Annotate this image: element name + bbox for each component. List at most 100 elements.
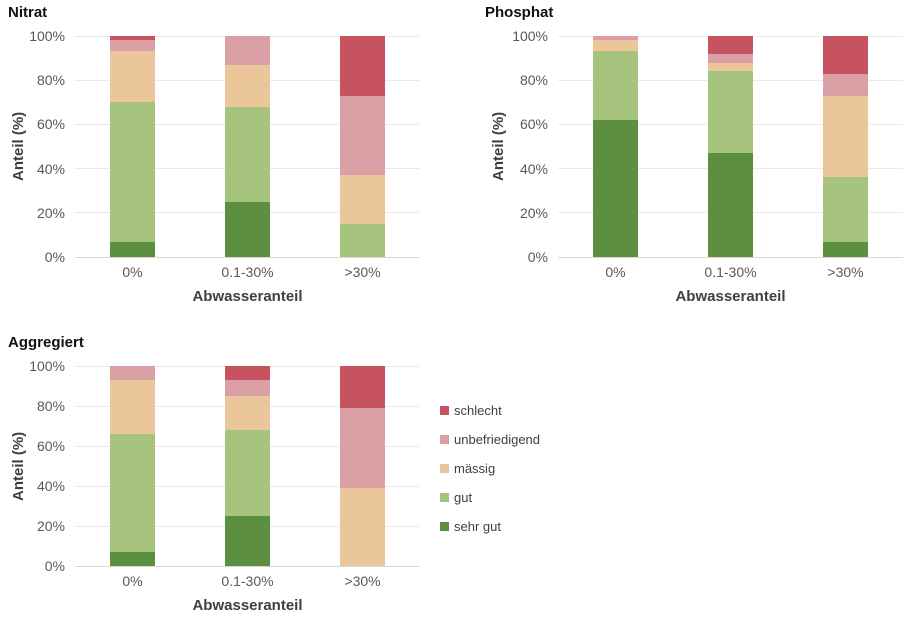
bar-segment-sehr-gut (708, 153, 753, 257)
bar-segment-gut (340, 223, 385, 257)
plot-area (558, 35, 903, 258)
bar-segment-sehr-gut (823, 241, 868, 257)
bar-segment-unbefriedigend (823, 73, 868, 96)
gridline (558, 35, 903, 37)
bar-segment-mässig (340, 175, 385, 224)
y-tick-label: 0% (527, 249, 548, 265)
chart-title: Nitrat (8, 4, 48, 21)
bar-segment-gut (225, 106, 270, 202)
bar-segment-schlecht (225, 366, 270, 380)
gridline (75, 256, 420, 258)
y-tick-label: 40% (519, 160, 548, 177)
bar-segment-schlecht (823, 36, 868, 74)
chart-legend: schlecht unbefriedigend mässig gut sehr … (440, 396, 540, 541)
y-tick-label: 40% (36, 160, 65, 177)
bar-segment-unbefriedigend (593, 36, 638, 41)
x-tick-label: >30% (344, 264, 381, 280)
bar-segment-mässig (110, 380, 155, 434)
legend-item-schlecht: schlecht (440, 396, 540, 425)
legend-label: unbefriedigend (454, 432, 541, 447)
gridline (75, 565, 420, 567)
x-axis-title: Abwasseranteil (192, 597, 303, 614)
bar-segment-unbefriedigend (225, 380, 270, 396)
bar-segment-mässig (593, 40, 638, 52)
legend-swatch-sehr-gut (440, 522, 449, 531)
x-axis-title: Abwasseranteil (192, 288, 303, 305)
legend-swatch-gut (440, 493, 449, 502)
y-tick-label: 100% (29, 358, 65, 374)
bar-segment-mässig (225, 64, 270, 107)
x-tick-label: 0.1-30% (221, 573, 274, 589)
y-tick-label: 60% (36, 116, 65, 133)
bar-segment-mässig (110, 51, 155, 103)
x-tick-label: 0% (122, 573, 143, 589)
bar-segment-schlecht (340, 366, 385, 408)
x-tick-label: 0% (122, 264, 143, 280)
x-tick-label: >30% (827, 264, 864, 280)
y-tick-label: 0% (44, 558, 65, 574)
legend-item-maessig: mässig (440, 454, 540, 483)
chart-nitrat: Nitrat Anteil (%) Abwasseranteil 0% 20% 40… (0, 0, 460, 310)
bar-segment-gut (110, 434, 155, 552)
bar-segment-unbefriedigend (340, 408, 385, 488)
legend-item-sehr-gut: sehr gut (440, 512, 540, 541)
y-axis-title: Anteil (%) (10, 431, 27, 501)
bar-segment-gut (823, 177, 868, 242)
gridline (75, 35, 420, 37)
legend-label: mässig (454, 461, 496, 476)
bar-segment-schlecht (340, 36, 385, 96)
bar-segment-schlecht (110, 36, 155, 41)
x-axis-title: Abwasseranteil (675, 288, 786, 305)
y-tick-label: 20% (519, 204, 548, 221)
y-tick-label: 20% (36, 518, 65, 534)
chart-aggregiert: Aggregiert Anteil (%) Abwasseranteil 0% 2… (0, 330, 460, 622)
chart-phosphat: Phosphat Anteil (%) Abwasseranteil 0% 20%… (480, 0, 915, 310)
legend-swatch-unbefriedigend (440, 435, 449, 444)
legend-swatch-schlecht (440, 406, 449, 415)
y-tick-label: 80% (519, 72, 548, 89)
plot-area (75, 35, 420, 258)
bar-segment-mässig (340, 488, 385, 566)
bar-segment-schlecht (708, 36, 753, 54)
chart-title: Aggregiert (8, 334, 84, 351)
chart-title: Phosphat (485, 4, 554, 21)
x-tick-label: 0.1-30% (221, 264, 274, 280)
bar-segment-sehr-gut (225, 516, 270, 566)
legend-item-unbefriedigend: unbefriedigend (440, 425, 540, 454)
legend-label: gut (454, 490, 473, 505)
x-tick-label: 0% (605, 264, 626, 280)
bar-segment-sehr-gut (110, 241, 155, 257)
y-axis-title: Anteil (%) (10, 111, 27, 182)
bar-segment-unbefriedigend (110, 40, 155, 52)
bar-segment-mässig (823, 95, 868, 178)
bar-segment-gut (708, 71, 753, 154)
bar-segment-unbefriedigend (225, 36, 270, 65)
y-tick-label: 40% (36, 478, 65, 494)
bar-segment-sehr-gut (110, 552, 155, 566)
y-tick-label: 80% (36, 398, 65, 414)
plot-area (75, 365, 420, 567)
legend-swatch-maessig (440, 464, 449, 473)
bar-segment-mässig (708, 62, 753, 72)
bar-segment-mässig (225, 396, 270, 430)
y-tick-label: 60% (519, 116, 548, 133)
bar-segment-gut (225, 430, 270, 516)
y-tick-label: 20% (36, 204, 65, 221)
bar-segment-unbefriedigend (708, 53, 753, 63)
bar-segment-sehr-gut (593, 119, 638, 257)
y-tick-label: 0% (44, 249, 65, 265)
legend-item-gut: gut (440, 483, 540, 512)
x-tick-label: 0.1-30% (704, 264, 757, 280)
y-tick-label: 80% (36, 72, 65, 89)
y-tick-label: 60% (36, 438, 65, 454)
bar-segment-unbefriedigend (340, 95, 385, 176)
bar-segment-unbefriedigend (110, 366, 155, 380)
bar-segment-gut (110, 102, 155, 242)
gridline (558, 256, 903, 258)
y-tick-label: 100% (29, 28, 65, 44)
legend-label: sehr gut (454, 519, 501, 534)
legend-label: schlecht (454, 403, 502, 418)
bar-segment-sehr-gut (225, 201, 270, 257)
y-axis-title: Anteil (%) (490, 111, 507, 182)
